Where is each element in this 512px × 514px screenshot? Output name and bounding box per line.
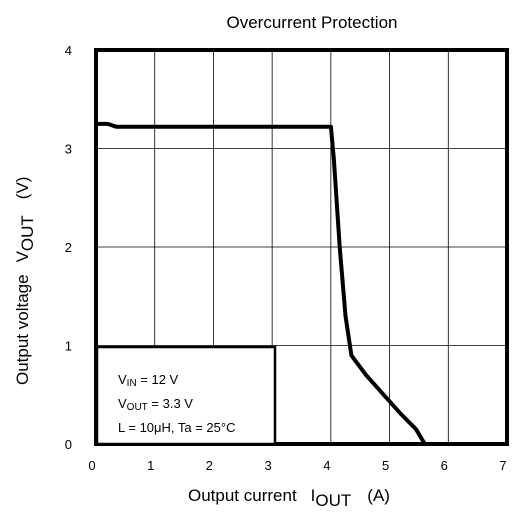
x-tick-labels: 0 1 2 3 4 5 6 7 bbox=[88, 458, 506, 473]
y-axis-label: Output voltageVOUT(V) bbox=[13, 177, 37, 385]
x-axis-label: Output current IOUT (A) bbox=[188, 486, 390, 510]
x-tick-label: 7 bbox=[499, 458, 506, 473]
x-tick-label: 3 bbox=[265, 458, 272, 473]
condition-vin: VIN = 12 V bbox=[118, 372, 179, 389]
y-tick-label: 4 bbox=[65, 43, 72, 58]
x-tick-label: 5 bbox=[382, 458, 389, 473]
grid-lines bbox=[96, 50, 507, 444]
y-tick-label: 3 bbox=[65, 142, 72, 157]
x-tick-label: 4 bbox=[323, 458, 330, 473]
condition-vout: VOUT = 3.3 V bbox=[118, 396, 193, 413]
y-tick-label: 2 bbox=[65, 240, 72, 255]
x-tick-label: 0 bbox=[88, 458, 95, 473]
y-tick-label: 1 bbox=[65, 339, 72, 354]
condition-other: L = 10μH, Ta = 25°C bbox=[118, 420, 235, 435]
plot-frame bbox=[94, 48, 509, 446]
x-tick-label: 2 bbox=[206, 458, 213, 473]
y-tick-labels: 0 1 2 3 4 bbox=[65, 43, 72, 452]
conditions-box bbox=[95, 345, 277, 446]
chart-title: Overcurrent Protection bbox=[226, 13, 397, 32]
series-line bbox=[96, 121, 507, 446]
x-tick-label: 1 bbox=[147, 458, 154, 473]
y-tick-label: 0 bbox=[65, 437, 72, 452]
x-tick-label: 6 bbox=[441, 458, 448, 473]
